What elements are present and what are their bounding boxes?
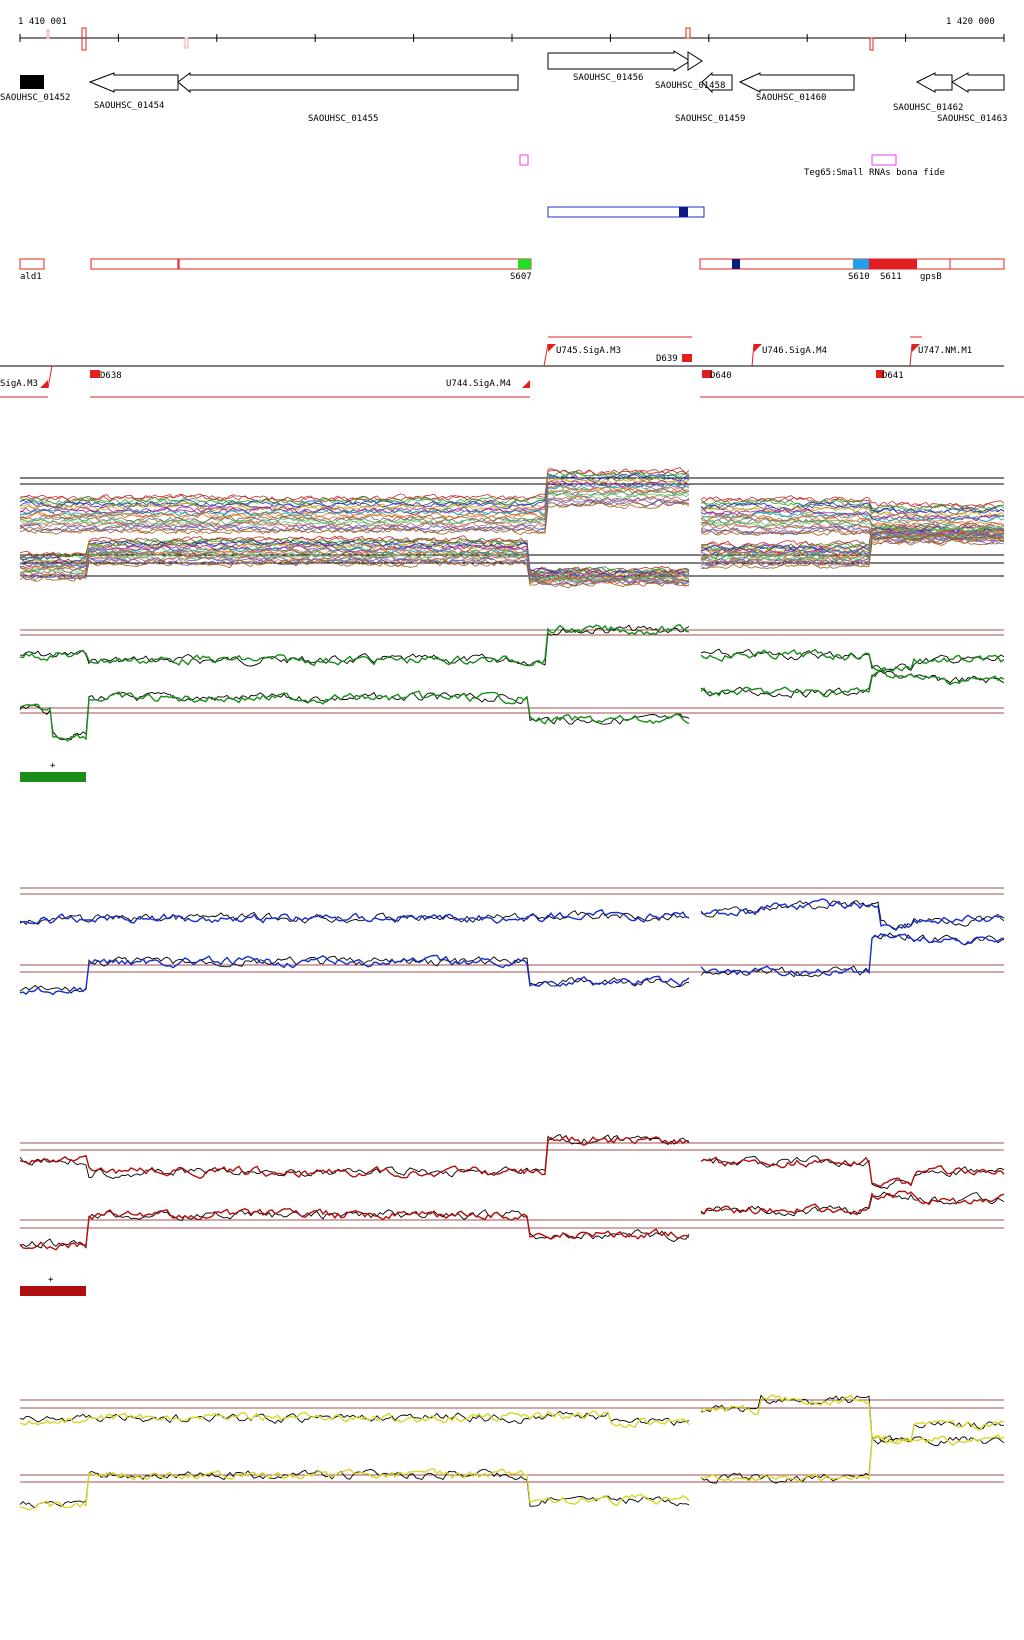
- blue-condition-panel: [19, 887, 1005, 996]
- gene-01456-label: SAOUHSC_01456: [573, 73, 643, 83]
- promoter-arrow: [522, 380, 530, 388]
- terminator-D638-label: D638: [100, 371, 122, 381]
- segment-S607-mark: [518, 259, 531, 269]
- segment-S607-label: S607: [510, 272, 532, 282]
- promoter-SigA-M3-left-label: SigA.M3: [0, 379, 38, 389]
- blue-segment-track: [547, 206, 705, 218]
- genome-ruler: 1 410 001 1 420 000: [18, 17, 1005, 51]
- gene-01454-label: SAOUHSC_01454: [94, 101, 164, 111]
- gene-01459-arrow[interactable]: [701, 71, 733, 94]
- gene-01463-arrow[interactable]: [951, 72, 1005, 93]
- yellow-condition-panel: [19, 1394, 1005, 1511]
- gene-01452-box[interactable]: [20, 75, 44, 89]
- gene-01452-label: SAOUHSC_01452: [0, 93, 70, 103]
- promoter-U746-label: U746.SigA.M4: [762, 346, 827, 356]
- small-rna-box[interactable]: [871, 154, 897, 166]
- gene-01455-arrow[interactable]: [177, 72, 519, 94]
- green-condition-panel: [19, 624, 1005, 742]
- gene-01458-arrow[interactable]: [687, 51, 703, 71]
- promoter-arrow: [912, 344, 920, 352]
- segment-track: ald1 S607 S610 S611 gpsB: [19, 258, 1005, 282]
- gene-01455-label: SAOUHSC_01455: [308, 114, 378, 124]
- terminator-D638[interactable]: [90, 370, 100, 378]
- gene-01459-label: SAOUHSC_01459: [675, 114, 745, 124]
- segment-S610-mark: [853, 259, 869, 269]
- red-condition-bar: [20, 1286, 86, 1296]
- red-condition-panel: [19, 1133, 1005, 1251]
- multi-condition-profile: [19, 467, 1005, 589]
- terminator-D640[interactable]: [702, 370, 712, 378]
- segment[interactable]: [699, 258, 1005, 270]
- segment[interactable]: [90, 258, 179, 270]
- terminator-D640-label: D640: [710, 371, 732, 381]
- gene-track: SAOUHSC_01452 SAOUHSC_01454 SAOUHSC_0145…: [0, 50, 1007, 124]
- ruler-ticks: [19, 34, 1005, 42]
- segment-mark: [732, 259, 740, 269]
- small-rna-box[interactable]: [519, 154, 529, 166]
- ruler-end-label: 1 420 000: [946, 17, 995, 27]
- segment-S610-label: S610: [848, 272, 870, 282]
- promoter-track: SigA.M3 D638 U744.SigA.M4 U745.SigA.M3 D…: [0, 336, 1024, 398]
- small-rna-track: Teg65:Small RNAs bona fide: [519, 154, 945, 178]
- promoter-U744-label: U744.SigA.M4: [446, 379, 511, 389]
- gene-01458-label: SAOUHSC_01458: [655, 81, 725, 91]
- promoter-arrow: [40, 380, 48, 388]
- gene-01462-label: SAOUHSC_01462: [893, 103, 963, 113]
- segment-S611-mark: [869, 259, 917, 269]
- ruler-marker: [46, 29, 50, 39]
- gene-01460-arrow[interactable]: [738, 72, 855, 93]
- terminator-D639-label: D639: [656, 354, 678, 364]
- small-rna-label: Teg65:Small RNAs bona fide: [804, 168, 945, 178]
- ruler-start-label: 1 410 001: [18, 17, 67, 27]
- green-condition-bar: [20, 772, 86, 782]
- segment-ald1[interactable]: [19, 258, 45, 270]
- blue-segment[interactable]: [547, 206, 705, 218]
- promoter-U745-label: U745.SigA.M3: [556, 346, 621, 356]
- promoter-arrow: [548, 344, 556, 352]
- terminator-D641-label: D641: [882, 371, 904, 381]
- promoter-arrow: [754, 344, 762, 352]
- segment-ald1-label: ald1: [20, 272, 42, 282]
- terminator-D639[interactable]: [682, 354, 692, 362]
- blue-segment-mark: [679, 207, 688, 217]
- ruler-marker: [869, 37, 874, 51]
- promoter-U747-label: U747.NM.M1: [918, 346, 972, 356]
- red-condition-marker: +: [48, 1275, 54, 1285]
- gene-01463-label: SAOUHSC_01463: [937, 114, 1007, 124]
- green-condition-marker: +: [50, 761, 56, 771]
- gene-01460-label: SAOUHSC_01460: [756, 93, 826, 103]
- gene-01462-arrow[interactable]: [915, 72, 953, 93]
- gene-01456-arrow[interactable]: [547, 50, 691, 72]
- ruler-marker: [184, 37, 189, 49]
- ruler-marker: [81, 27, 87, 51]
- segment-gpsB-label: gpsB: [920, 272, 942, 282]
- ruler-marker: [685, 27, 691, 39]
- terminator-D641[interactable]: [876, 370, 884, 378]
- segment-S611-label: S611: [880, 272, 902, 282]
- gene-01454-arrow[interactable]: [88, 72, 179, 93]
- segment[interactable]: [178, 258, 532, 270]
